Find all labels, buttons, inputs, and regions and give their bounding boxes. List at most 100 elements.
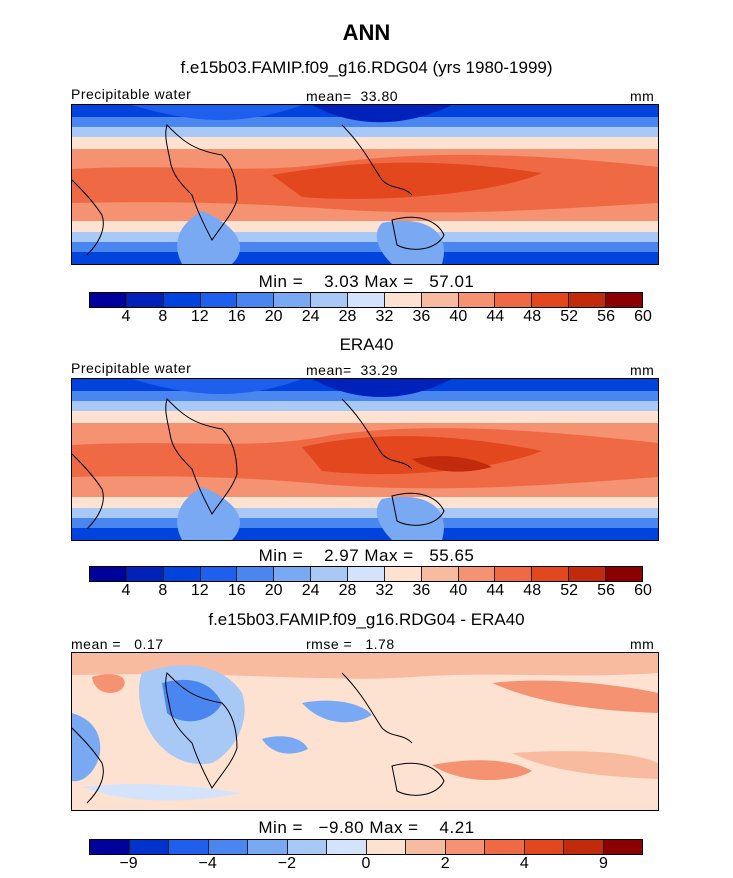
panel1-heatmap xyxy=(72,105,658,264)
colorbar-cell xyxy=(90,293,127,307)
colorbar-tick-label: 48 xyxy=(523,308,542,325)
colorbar-tick-label: 44 xyxy=(486,308,505,325)
colorbar-tick-label: 32 xyxy=(375,308,394,325)
panel2-min-label: Min = xyxy=(258,546,304,565)
colorbar-cell xyxy=(208,840,248,854)
panel1-minmax: Min = 3.03 Max = 57.01 xyxy=(0,272,733,292)
colorbar-cell xyxy=(237,567,275,581)
p3-south-pacific-pos xyxy=(512,751,658,779)
colorbar-tick-label: 48 xyxy=(523,582,542,599)
colorbar-cell xyxy=(126,567,164,581)
p3-indian-south-neg xyxy=(262,736,308,754)
colorbar-cell xyxy=(163,293,201,307)
p3-americas-neg xyxy=(72,713,101,782)
p1-dry-australia xyxy=(376,220,444,264)
panel1-map xyxy=(71,104,659,265)
colorbar-cell xyxy=(90,567,127,581)
colorbar-tick-label: 32 xyxy=(375,582,394,599)
panel3-heatmap xyxy=(72,653,658,810)
colorbar-cell xyxy=(163,567,201,581)
colorbar-tick-label: 60 xyxy=(634,582,652,599)
panel2-mean-label: mean= xyxy=(306,362,352,378)
colorbar-tick-label: 0 xyxy=(361,855,371,872)
colorbar-cell xyxy=(366,840,406,854)
colorbar-cell xyxy=(129,840,169,854)
colorbar-cell xyxy=(90,840,130,854)
colorbar-tick-label: 36 xyxy=(412,582,431,599)
colorbar-tick-label: −9 xyxy=(119,855,138,872)
colorbar-tick-label: 60 xyxy=(634,308,652,325)
colorbar-tick-label: 20 xyxy=(264,582,283,599)
colorbar-tick-label: 8 xyxy=(158,308,168,325)
panel3-colorbar xyxy=(89,839,643,855)
panel3-max-label: Max = xyxy=(369,818,419,837)
p3-indian-neg xyxy=(302,700,372,723)
panel2-mean: mean= 33.29 xyxy=(306,362,398,378)
colorbar-cell xyxy=(200,567,238,581)
panel3-rmse-label: rmse = xyxy=(306,636,353,652)
colorbar-cell xyxy=(384,293,422,307)
colorbar-tick-label: 36 xyxy=(412,308,431,325)
colorbar-cell xyxy=(126,293,164,307)
panel1-min-label: Min = xyxy=(258,272,304,291)
colorbar-cell xyxy=(274,567,312,581)
colorbar-cell xyxy=(169,840,209,854)
panel3-rmse-value: 1.78 xyxy=(365,636,395,652)
figure-title: ANN xyxy=(342,20,391,45)
colorbar-tick-label: 24 xyxy=(301,582,320,599)
colorbar-tick-label: 4 xyxy=(121,308,131,325)
colorbar-cell xyxy=(274,293,312,307)
colorbar-tick-label: 24 xyxy=(301,308,320,325)
panel2-colorbar-ticks: 4 8 12 16 20 24 28 32 36 40 44 48 52 56 60 xyxy=(89,582,651,602)
colorbar-cell xyxy=(248,840,288,854)
colorbar-tick-label: 9 xyxy=(598,855,608,872)
colorbar-tick-label: 16 xyxy=(227,308,246,325)
panel1-units: mm xyxy=(630,88,655,104)
panel1-colorbar-ticks: 4 8 12 16 20 24 28 32 36 40 44 48 52 56 60 xyxy=(89,308,651,328)
panel3-rmse: rmse = 1.78 xyxy=(306,636,395,652)
colorbar-cell xyxy=(384,567,422,581)
panel2-heatmap xyxy=(72,379,658,540)
panel3-min-value: −9.80 xyxy=(318,818,365,837)
colorbar-cell xyxy=(485,840,525,854)
colorbar-tick-label: 2 xyxy=(440,855,450,872)
panel2-max-value: 55.65 xyxy=(429,546,475,565)
colorbar-cell xyxy=(603,840,642,854)
panel2-mean-value: 33.29 xyxy=(360,362,399,378)
panel2-colorbar xyxy=(89,566,643,582)
colorbar-tick-label: 12 xyxy=(190,582,209,599)
panel2-max-label: Max = xyxy=(364,546,414,565)
colorbar-cell xyxy=(495,293,533,307)
colorbar-tick-label: −4 xyxy=(198,855,217,872)
colorbar-cell xyxy=(524,840,564,854)
panel3-min-label: Min = xyxy=(258,818,303,837)
panel2-minmax: Min = 2.97 Max = 55.65 xyxy=(0,546,733,566)
colorbar-cell xyxy=(569,567,607,581)
panel1-mean-value: 33.80 xyxy=(360,88,399,104)
panel3-units: mm xyxy=(630,636,655,652)
p3-coastlines xyxy=(72,672,445,804)
panel3-colorbar-ticks: −9 −4 −2 0 2 4 9 xyxy=(89,855,643,875)
colorbar-cell xyxy=(606,567,642,581)
panel1-colorbar xyxy=(89,292,643,308)
colorbar-tick-label: 52 xyxy=(560,582,579,599)
colorbar-cell xyxy=(406,840,446,854)
panel2-variable-label: Precipitable water xyxy=(71,360,192,376)
p1-dry-south-africa xyxy=(177,211,241,264)
p1-band-52 xyxy=(272,162,542,199)
colorbar-tick-label: 4 xyxy=(519,855,529,872)
colorbar-tick-label: 40 xyxy=(449,308,468,325)
colorbar-cell xyxy=(606,293,642,307)
panel2-map xyxy=(71,378,659,541)
colorbar-cell xyxy=(327,840,367,854)
colorbar-cell xyxy=(532,567,570,581)
colorbar-cell xyxy=(348,293,385,307)
panel3-mean-value: 0.17 xyxy=(134,636,164,652)
p2-coastlines xyxy=(72,398,445,530)
panel2-title: ERA40 xyxy=(339,335,394,354)
colorbar-cell xyxy=(495,567,533,581)
p2-dry-sahara xyxy=(132,379,302,395)
p2-dry-asia xyxy=(312,379,452,398)
panel1-mean: mean= 33.80 xyxy=(306,88,398,104)
colorbar-tick-label: 28 xyxy=(338,582,357,599)
